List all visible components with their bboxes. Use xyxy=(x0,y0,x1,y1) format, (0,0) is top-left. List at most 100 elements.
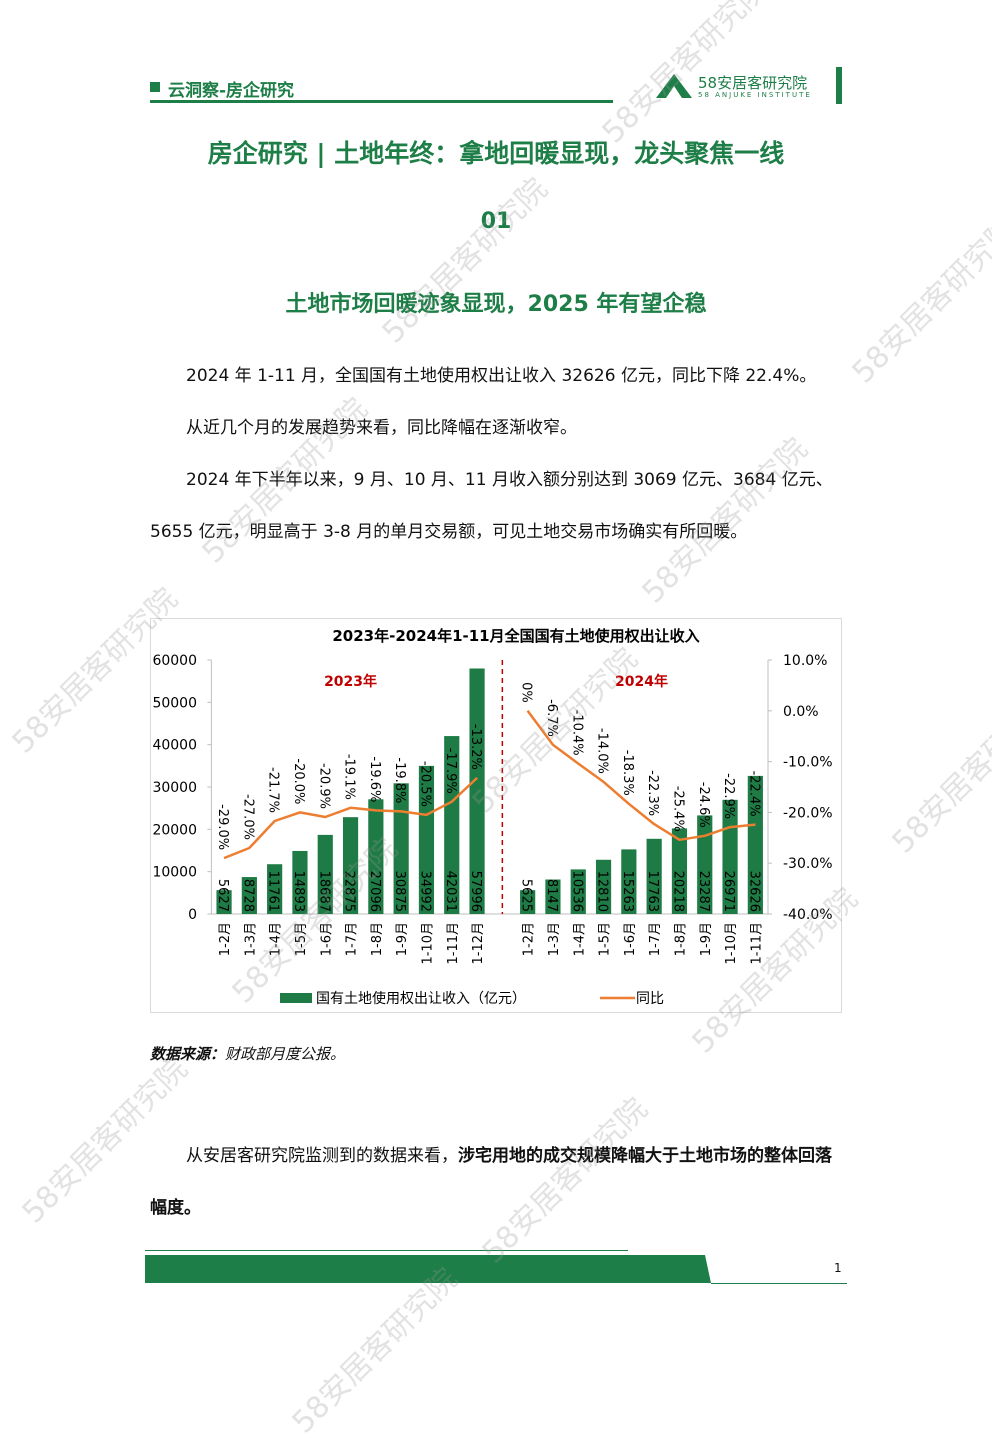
y-tick-label: 40000 xyxy=(152,738,197,754)
bar-value-label: 10536 xyxy=(569,871,584,912)
y2-tick-label: -30.0% xyxy=(783,856,833,872)
bar-value-label: 23287 xyxy=(696,871,711,912)
bar-value-label: 34992 xyxy=(417,871,432,912)
line-value-label: -14.0% xyxy=(595,728,610,774)
x-tick-label: 1-11月 xyxy=(446,922,461,965)
bar xyxy=(267,864,283,914)
bar xyxy=(317,834,333,914)
x-tick-label: 1-8月 xyxy=(370,922,385,956)
line-value-label: -27.0% xyxy=(240,794,255,840)
source: 数据来源：财政部月度公报。 xyxy=(150,1043,345,1064)
x-tick-label: 1-11月 xyxy=(749,922,764,965)
bar xyxy=(545,879,561,914)
logo-icon xyxy=(656,74,692,98)
y-tick-label: 20000 xyxy=(152,822,197,838)
x-tick-label: 1-5月 xyxy=(294,922,309,956)
footer-band xyxy=(145,1255,847,1284)
line-value-label: -13.2% xyxy=(468,724,483,770)
bar xyxy=(646,838,662,914)
bar-value-label: 26971 xyxy=(721,871,736,912)
header-rule xyxy=(150,100,613,103)
x-tick-label: 1-2月 xyxy=(522,922,537,956)
legend-label: 国有土地使用权出让收入（亿元） xyxy=(316,990,526,1007)
line-value-label: -22.9% xyxy=(721,773,736,819)
page-number: 1 xyxy=(834,1261,842,1275)
line-value-label: -22.3% xyxy=(645,770,660,816)
annotation: 2024年 xyxy=(615,673,668,690)
doc-title: 房企研究 | 土地年终：拿地回暖显现，龙头聚焦一线 xyxy=(207,139,785,168)
closing-text: 从安居客研究院监测到的数据来看， xyxy=(186,1146,458,1166)
line-value-label: -24.6% xyxy=(696,782,711,828)
x-tick-label: 1-12月 xyxy=(471,922,486,965)
bar-value-label: 32626 xyxy=(746,871,761,912)
bar-value-label: 12810 xyxy=(595,871,610,912)
x-tick-label: 1-6月 xyxy=(319,922,334,956)
line xyxy=(223,710,756,860)
header-bar xyxy=(836,67,842,104)
x-tick-label: 1-2月 xyxy=(218,922,233,956)
legend-swatch xyxy=(280,993,312,1003)
bar-value-label: 57996 xyxy=(468,871,483,912)
line-value-label: -29.0% xyxy=(215,804,230,850)
section-title: 土地市场回暖迹象显现，2025 年有望企稳 xyxy=(285,292,707,317)
x-tick-label: 1-3月 xyxy=(547,922,562,956)
bar-value-label: 17763 xyxy=(645,871,660,912)
bar xyxy=(570,869,586,914)
bar xyxy=(747,775,763,914)
source-label: 数据来源： xyxy=(150,1045,226,1063)
watermark: 58安居客研究院 xyxy=(375,171,555,351)
line-value-label: -20.5% xyxy=(417,761,432,807)
bar-value-label: 14893 xyxy=(291,871,306,912)
page: {"header":{"section":"云洞察-房企研究","logo_na… xyxy=(5,0,992,1441)
bar-value-label: 27096 xyxy=(367,871,382,912)
bar xyxy=(444,736,460,914)
paragraph: 2024 年 1-11 月，全国国有土地使用权出让收入 32626 亿元，同比下… xyxy=(186,366,817,386)
x-tick-label: 1-9月 xyxy=(699,922,714,956)
x-tick-label: 1-10月 xyxy=(420,922,435,965)
line-value-label: -22.4% xyxy=(746,771,761,817)
x-tick-label: 1-9月 xyxy=(395,922,410,956)
annotation: 2023年 xyxy=(324,673,377,690)
y2-tick-label: -40.0% xyxy=(783,907,833,923)
bar-value-label: 15263 xyxy=(620,871,635,912)
line-value-label: -17.9% xyxy=(443,748,458,794)
bar-value-label: 5625 xyxy=(519,879,534,912)
line-value-label: -20.0% xyxy=(291,758,306,804)
y-tick-label: 30000 xyxy=(152,780,197,796)
line-value-label: 0% xyxy=(519,682,534,703)
y2-tick-label: 0.0% xyxy=(783,704,819,720)
x-tick-label: 1-7月 xyxy=(648,922,663,956)
x-tick-label: 1-4月 xyxy=(269,922,284,956)
bar-value-label: 8147 xyxy=(544,879,559,912)
chart: 2023年-2024年1-11月全国国有土地使用权出让收入 0 10000 20000… xyxy=(150,618,842,1013)
line-value-label: -18.3% xyxy=(620,750,635,796)
logo-name: 58安居客研究院 xyxy=(698,74,808,92)
x-tick-label: 1-5月 xyxy=(598,922,613,956)
line-value-label: -25.4% xyxy=(670,786,685,832)
chart-title: 2023年-2024年1-11月全国国有土地使用权出让收入 xyxy=(332,627,699,645)
bar xyxy=(469,668,485,914)
paragraph: 从近几个月的发展趋势来看，同比降幅在逐渐收窄。 xyxy=(186,418,577,438)
x-tick-label: 1-6月 xyxy=(623,922,638,956)
closing-paragraph: 从安居客研究院监测到的数据来看，涉宅用地的成交规模降幅大于土地市场的整体回落幅度… xyxy=(150,1130,842,1234)
x-tick-label: 1-8月 xyxy=(673,922,688,956)
bar xyxy=(520,890,536,914)
bar xyxy=(697,815,713,914)
line-value-label: -6.7% xyxy=(544,699,559,737)
section-number: 01 xyxy=(480,209,512,234)
bar xyxy=(621,849,637,914)
x-tick-label: 1-3月 xyxy=(243,922,258,956)
watermark: 58安居客研究院 xyxy=(885,681,992,861)
y-tick-label: 10000 xyxy=(152,865,197,881)
header-section: 云洞察-房企研究 xyxy=(168,81,295,101)
x-tick-label: 1-10月 xyxy=(724,922,739,965)
logo-sub: 58 ANJUKE INSTITUTE xyxy=(698,91,812,99)
line-value-label: -10.4% xyxy=(569,710,584,756)
y-tick-label: 50000 xyxy=(152,695,197,711)
y2-tick-label: -10.0% xyxy=(783,755,833,771)
x-tick-label: 1-4月 xyxy=(572,922,587,956)
source-text: 财政部月度公报。 xyxy=(225,1045,346,1063)
line-value-label: -19.6% xyxy=(367,756,382,802)
line-value-label: -19.8% xyxy=(392,757,407,803)
bar xyxy=(216,890,232,914)
